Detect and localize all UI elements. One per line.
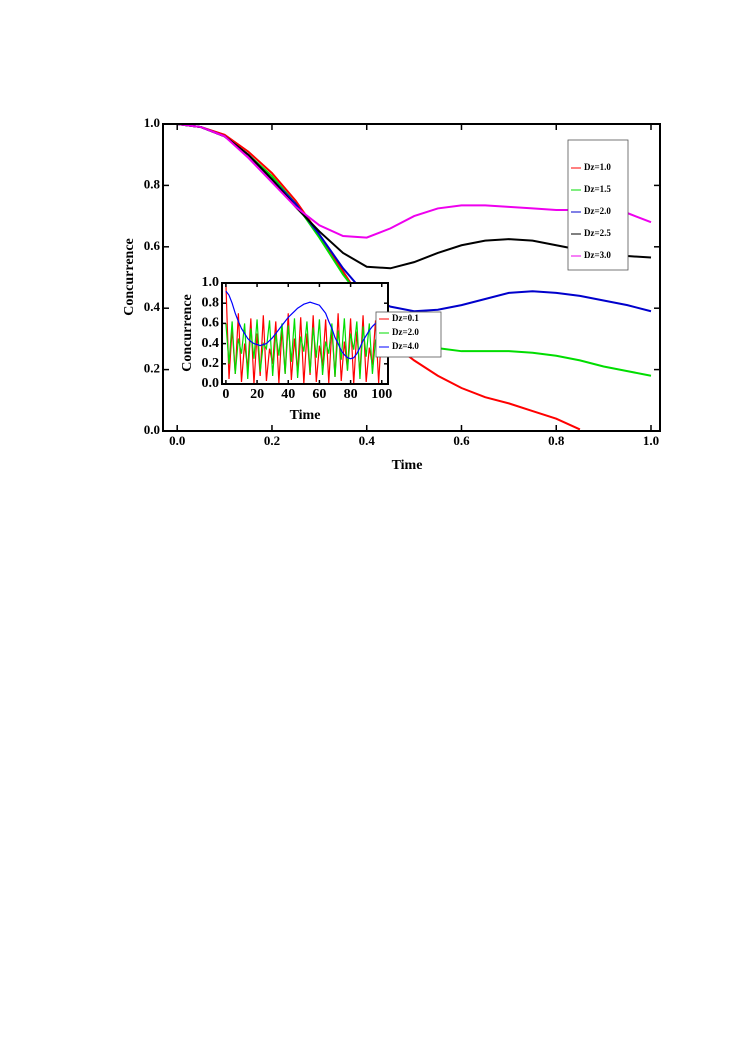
- legend-box: [567, 139, 629, 271]
- y-tick-label: 0.6: [202, 316, 220, 331]
- legend-label: Dz=0.1: [392, 313, 419, 323]
- x-tick-label: 80: [344, 387, 358, 402]
- x-tick-label: 100: [371, 387, 392, 402]
- legend-label: Dz=2.5: [584, 228, 611, 238]
- x-tick-label: 60: [312, 387, 326, 402]
- x-tick-label: 20: [250, 387, 264, 402]
- y-tick-label: 0.0: [202, 376, 220, 391]
- y-tick-label: 1.0: [202, 275, 220, 290]
- legend-label: Dz=2.0: [392, 327, 419, 337]
- y-tick-label: 0.2: [202, 356, 220, 371]
- legend-label: Dz=2.0: [584, 206, 611, 216]
- y-tick-label: 0.6: [144, 238, 161, 253]
- x-tick-label: 0.6: [453, 433, 470, 448]
- x-axis-label: Time: [392, 458, 423, 473]
- y-tick-label: 0.8: [202, 295, 220, 310]
- legend-label: Dz=4.0: [392, 341, 419, 351]
- y-tick-label: 0.0: [144, 422, 160, 437]
- x-tick-label: 0.4: [359, 433, 376, 448]
- legend: Dz=0.1 Dz=2.0 Dz=4.0: [375, 311, 442, 358]
- chart: 0 20 40 60 80 100 0.0 0.2 0.4 0.6 0.8 1.0 Time Concur…: [180, 275, 442, 423]
- y-axis-label: Concurrence: [122, 238, 137, 316]
- y-tick-label: 0.2: [144, 361, 160, 376]
- y-tick-label: 0.8: [144, 176, 161, 191]
- x-axis-label: Time: [290, 408, 321, 423]
- y-tick-label: 0.4: [144, 299, 161, 314]
- legend-label: Dz=1.0: [584, 162, 611, 172]
- x-tick-label: 0.0: [169, 433, 185, 448]
- x-tick-label: 0: [222, 387, 229, 402]
- y-axis-label: Concurrence: [180, 294, 195, 372]
- x-tick-label: 1.0: [643, 433, 659, 448]
- y-tick-label: 0.4: [202, 336, 220, 351]
- chart: 0.0 0.2 0.4 0.6 0.8 1.0 0.0 0.2 0.4 0.6 0.8 1.0 Time…: [122, 115, 661, 473]
- series-line: [225, 318, 383, 379]
- x-tick-label: 0.8: [548, 433, 565, 448]
- plot-frame: [162, 123, 661, 432]
- y-tick-label: 1.0: [144, 115, 160, 130]
- x-tick-label: 0.2: [264, 433, 280, 448]
- legend-label: Dz=3.0: [584, 250, 611, 260]
- legend: Dz=1.0 Dz=1.5 Dz=2.0 Dz=2.5 Dz=3.0: [567, 139, 629, 271]
- series-line: [225, 290, 382, 360]
- legend-label: Dz=1.5: [584, 184, 611, 194]
- x-tick-label: 40: [281, 387, 295, 402]
